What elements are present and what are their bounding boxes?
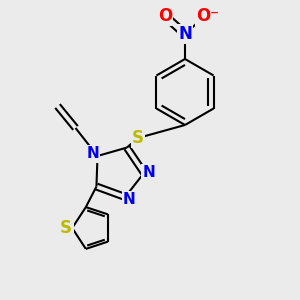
Text: O⁻: O⁻ [196,7,220,25]
Text: S: S [132,129,144,147]
Text: N: N [178,25,192,43]
Text: N: N [123,193,136,208]
Text: S: S [60,219,72,237]
Text: O: O [158,7,172,25]
Text: N: N [86,146,99,161]
Text: N: N [142,165,155,180]
